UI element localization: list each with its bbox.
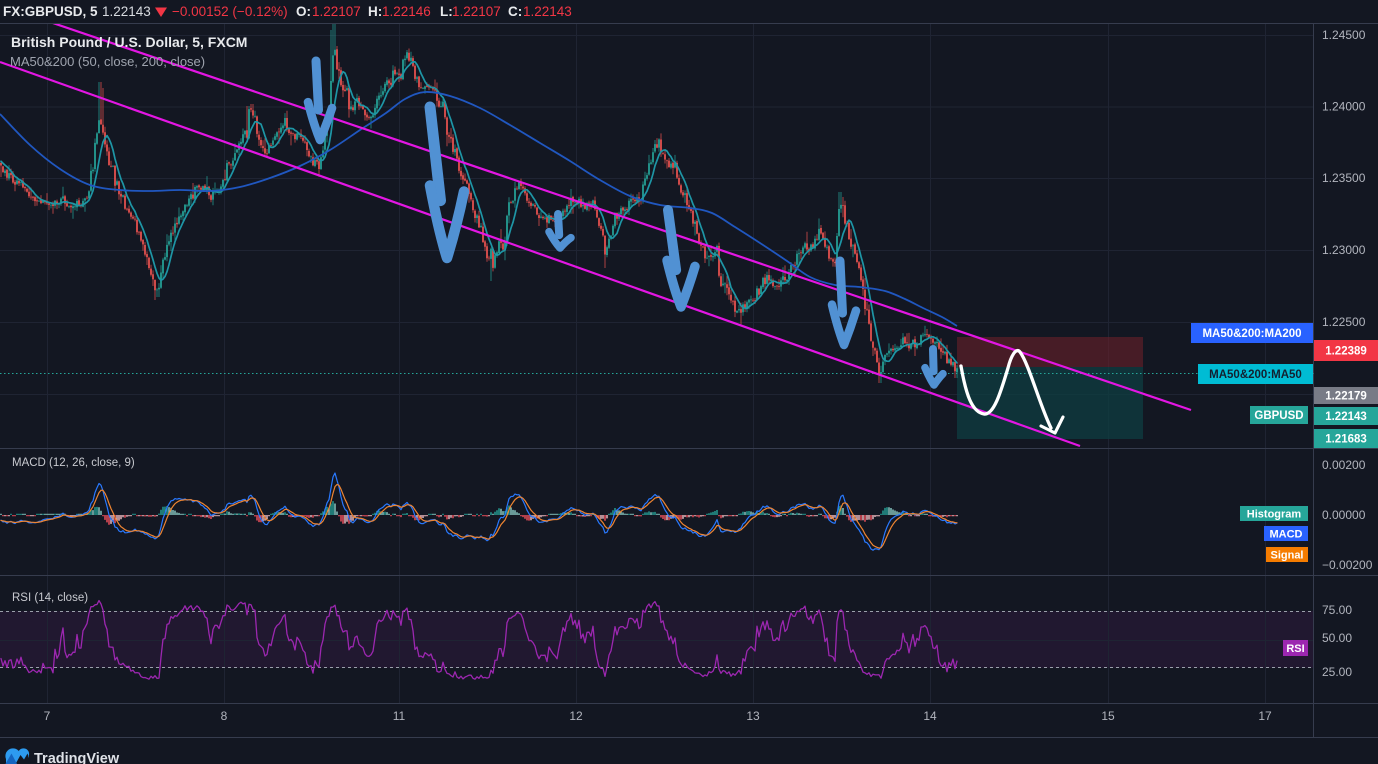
svg-text:L:1.22107: L:1.22107 [440,4,501,19]
svg-text:14: 14 [923,709,937,723]
svg-text:8: 8 [221,709,228,723]
svg-text:O:1.22107: O:1.22107 [296,4,361,19]
svg-text:15: 15 [1101,709,1115,723]
svg-text:1.21683: 1.21683 [1325,434,1367,446]
svg-text:11: 11 [393,709,406,723]
svg-text:TradingView: TradingView [34,751,120,764]
svg-text:0.00000: 0.00000 [1322,508,1366,522]
svg-text:−0.00152 (−0.12%): −0.00152 (−0.12%) [172,4,288,19]
svg-text:C:1.22143: C:1.22143 [508,4,572,19]
svg-text:1.24000: 1.24000 [1322,100,1366,114]
svg-text:1.22179: 1.22179 [1325,391,1367,403]
svg-text:75.00: 75.00 [1322,603,1352,617]
svg-text:13: 13 [746,709,760,723]
svg-text:H:1.22146: H:1.22146 [368,4,431,19]
svg-text:1.22143: 1.22143 [1325,411,1367,423]
svg-text:RSI (14, close): RSI (14, close) [12,592,88,604]
svg-text:1.22143: 1.22143 [102,4,151,19]
svg-text:Signal: Signal [1270,550,1303,562]
svg-text:MACD: MACD [1270,529,1303,541]
svg-text:MA50&200:MA200: MA50&200:MA200 [1202,328,1301,340]
svg-text:1.23000: 1.23000 [1322,243,1366,257]
svg-text:1.24500: 1.24500 [1322,28,1366,42]
svg-text:12: 12 [569,709,583,723]
svg-text:GBPUSD: GBPUSD [1254,410,1303,422]
svg-text:MACD (12, 26, close, 9): MACD (12, 26, close, 9) [12,457,135,469]
svg-text:FX:GBPUSD, 5: FX:GBPUSD, 5 [3,4,98,19]
svg-text:British Pound / U.S. Dollar, 5: British Pound / U.S. Dollar, 5, FXCM [11,34,247,50]
svg-text:25.00: 25.00 [1322,665,1352,679]
svg-text:50.00: 50.00 [1322,631,1352,645]
svg-text:1.22500: 1.22500 [1322,315,1366,329]
svg-text:RSI: RSI [1286,643,1304,655]
svg-text:0.00200: 0.00200 [1322,458,1366,472]
svg-text:7: 7 [44,709,51,723]
svg-text:Histogram: Histogram [1247,509,1302,521]
svg-text:MA50&200 (50, close, 200, clos: MA50&200 (50, close, 200, close) [10,54,205,69]
svg-text:17: 17 [1258,709,1272,723]
svg-text:1.22389: 1.22389 [1325,346,1367,358]
svg-text:MA50&200:MA50: MA50&200:MA50 [1209,369,1302,381]
svg-text:−0.00200: −0.00200 [1322,558,1373,572]
svg-text:1.23500: 1.23500 [1322,171,1366,185]
